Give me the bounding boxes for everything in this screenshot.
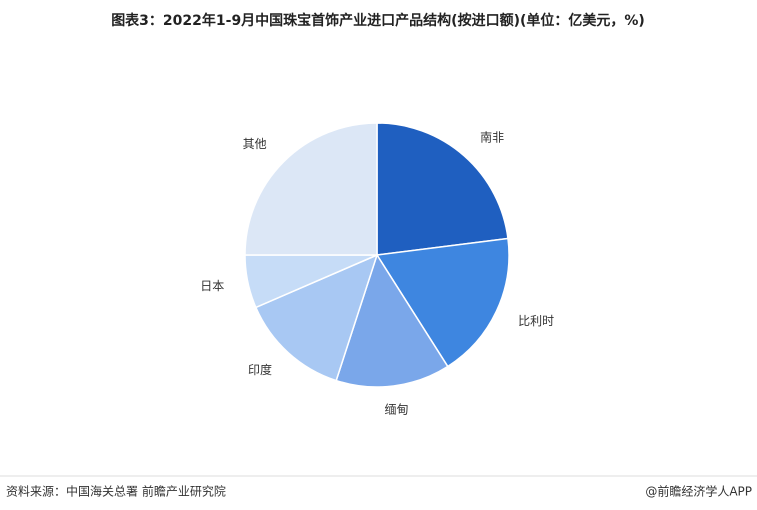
slice-label: 日本 [200, 279, 224, 293]
pie-slice [244, 122, 378, 256]
source: 资料来源：中国海关总署 前瞻产业研究院 [6, 484, 226, 499]
chart-title: 图表3：2022年1-9月中国珠宝首饰产业进口产品结构(按进口额)(单位：亿美元… [111, 12, 645, 29]
pie-slice [335, 253, 449, 388]
pie-slice [376, 122, 509, 256]
slice-label: 其他 [243, 137, 267, 151]
slice-label: 缅甸 [385, 402, 409, 416]
slice-label: 印度 [248, 362, 272, 377]
credit: @前瞻经济学人APP [645, 484, 752, 499]
slice-label: 南非 [480, 129, 504, 144]
pie-slice [375, 237, 510, 368]
pie-slice [254, 253, 379, 382]
slice-label: 比利时 [518, 314, 554, 328]
